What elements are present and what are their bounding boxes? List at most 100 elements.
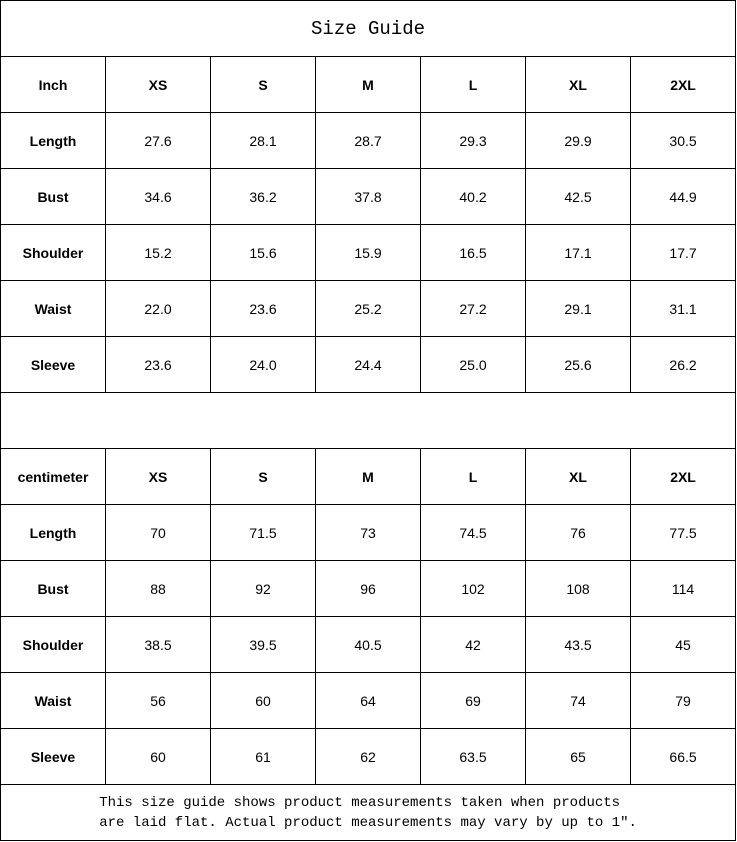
row-label: Length bbox=[0, 504, 106, 561]
measurement-cell: 28.1 bbox=[210, 112, 316, 169]
row-label: Sleeve bbox=[0, 728, 106, 785]
measurement-cell: 102 bbox=[420, 560, 526, 617]
table-row: Sleeve 23.6 24.0 24.4 25.0 25.6 26.2 bbox=[0, 336, 737, 393]
table-row: Waist 22.0 23.6 25.2 27.2 29.1 31.1 bbox=[0, 280, 737, 337]
measurement-cell: 38.5 bbox=[105, 616, 211, 673]
measurement-cell: 65 bbox=[525, 728, 631, 785]
footer-row: This size guide shows product measuremen… bbox=[0, 784, 737, 841]
measurement-cell: 77.5 bbox=[629, 504, 737, 561]
table-row: Bust 34.6 36.2 37.8 40.2 42.5 44.9 bbox=[0, 168, 737, 225]
spacer-row bbox=[0, 392, 737, 449]
measurement-cell: 79 bbox=[629, 672, 737, 729]
inch-header-row: Inch XS S M L XL 2XL bbox=[0, 56, 737, 113]
measurement-cell: 92 bbox=[210, 560, 316, 617]
row-label: Length bbox=[0, 112, 106, 169]
row-label: Shoulder bbox=[0, 224, 106, 281]
measurement-cell: 71.5 bbox=[210, 504, 316, 561]
cm-header-row: centimeter XS S M L XL 2XL bbox=[0, 448, 737, 505]
measurement-cell: 25.6 bbox=[525, 336, 631, 393]
measurement-cell: 15.6 bbox=[210, 224, 316, 281]
footer-line-1: This size guide shows product measuremen… bbox=[99, 794, 621, 811]
measurement-cell: 42 bbox=[420, 616, 526, 673]
measurement-cell: 24.0 bbox=[210, 336, 316, 393]
unit-label: centimeter bbox=[0, 448, 106, 505]
measurement-cell: 22.0 bbox=[105, 280, 211, 337]
table-row: Length 70 71.5 73 74.5 76 77.5 bbox=[0, 504, 737, 561]
measurement-cell: 63.5 bbox=[420, 728, 526, 785]
size-header: XL bbox=[525, 448, 631, 505]
measurement-cell: 36.2 bbox=[210, 168, 316, 225]
spacer-cell bbox=[0, 392, 737, 449]
measurement-cell: 29.3 bbox=[420, 112, 526, 169]
measurement-cell: 88 bbox=[105, 560, 211, 617]
measurement-cell: 56 bbox=[105, 672, 211, 729]
measurement-cell: 61 bbox=[210, 728, 316, 785]
size-header: XL bbox=[525, 56, 631, 113]
measurement-cell: 34.6 bbox=[105, 168, 211, 225]
size-header: M bbox=[315, 56, 421, 113]
measurement-cell: 25.2 bbox=[315, 280, 421, 337]
row-label: Waist bbox=[0, 672, 106, 729]
measurement-cell: 31.1 bbox=[629, 280, 737, 337]
measurement-cell: 73 bbox=[315, 504, 421, 561]
measurement-cell: 40.5 bbox=[315, 616, 421, 673]
size-header: L bbox=[420, 56, 526, 113]
measurement-cell: 76 bbox=[525, 504, 631, 561]
measurement-cell: 25.0 bbox=[420, 336, 526, 393]
measurement-cell: 29.9 bbox=[525, 112, 631, 169]
measurement-cell: 45 bbox=[629, 616, 737, 673]
row-label: Waist bbox=[0, 280, 106, 337]
measurement-cell: 28.7 bbox=[315, 112, 421, 169]
size-header: L bbox=[420, 448, 526, 505]
measurement-cell: 69 bbox=[420, 672, 526, 729]
measurement-cell: 62 bbox=[315, 728, 421, 785]
measurement-cell: 60 bbox=[210, 672, 316, 729]
measurement-cell: 29.1 bbox=[525, 280, 631, 337]
measurement-cell: 39.5 bbox=[210, 616, 316, 673]
row-label: Bust bbox=[0, 560, 106, 617]
row-label: Bust bbox=[0, 168, 106, 225]
measurement-cell: 108 bbox=[525, 560, 631, 617]
measurement-cell: 16.5 bbox=[420, 224, 526, 281]
size-header: XS bbox=[105, 448, 211, 505]
measurement-cell: 27.6 bbox=[105, 112, 211, 169]
size-header: M bbox=[315, 448, 421, 505]
measurement-cell: 44.9 bbox=[629, 168, 737, 225]
row-label: Sleeve bbox=[0, 336, 106, 393]
measurement-cell: 96 bbox=[315, 560, 421, 617]
measurement-cell: 60 bbox=[105, 728, 211, 785]
table-row: Bust 88 92 96 102 108 114 bbox=[0, 560, 737, 617]
row-label: Shoulder bbox=[0, 616, 106, 673]
measurement-cell: 17.7 bbox=[629, 224, 737, 281]
table-row: Shoulder 15.2 15.6 15.9 16.5 17.1 17.7 bbox=[0, 224, 737, 281]
measurement-cell: 114 bbox=[629, 560, 737, 617]
measurement-cell: 74.5 bbox=[420, 504, 526, 561]
measurement-cell: 15.2 bbox=[105, 224, 211, 281]
measurement-cell: 23.6 bbox=[210, 280, 316, 337]
measurement-cell: 43.5 bbox=[525, 616, 631, 673]
measurement-cell: 15.9 bbox=[315, 224, 421, 281]
measurement-cell: 17.1 bbox=[525, 224, 631, 281]
table-row: Waist 56 60 64 69 74 79 bbox=[0, 672, 737, 729]
table-row: Sleeve 60 61 62 63.5 65 66.5 bbox=[0, 728, 737, 785]
measurement-cell: 37.8 bbox=[315, 168, 421, 225]
size-header: XS bbox=[105, 56, 211, 113]
size-header: 2XL bbox=[629, 56, 737, 113]
measurement-cell: 70 bbox=[105, 504, 211, 561]
measurement-cell: 42.5 bbox=[525, 168, 631, 225]
size-header: 2XL bbox=[629, 448, 737, 505]
measurement-cell: 24.4 bbox=[315, 336, 421, 393]
measurement-cell: 74 bbox=[525, 672, 631, 729]
measurement-cell: 30.5 bbox=[629, 112, 737, 169]
measurement-cell: 66.5 bbox=[629, 728, 737, 785]
measurement-cell: 64 bbox=[315, 672, 421, 729]
footer-line-2: are laid flat. Actual product measuremen… bbox=[99, 814, 637, 831]
table-row: Length 27.6 28.1 28.7 29.3 29.9 30.5 bbox=[0, 112, 737, 169]
size-header: S bbox=[210, 56, 316, 113]
page-title: Size Guide bbox=[0, 0, 737, 57]
unit-label: Inch bbox=[0, 56, 106, 113]
footer-note: This size guide shows product measuremen… bbox=[0, 784, 737, 841]
size-header: S bbox=[210, 448, 316, 505]
measurement-cell: 23.6 bbox=[105, 336, 211, 393]
